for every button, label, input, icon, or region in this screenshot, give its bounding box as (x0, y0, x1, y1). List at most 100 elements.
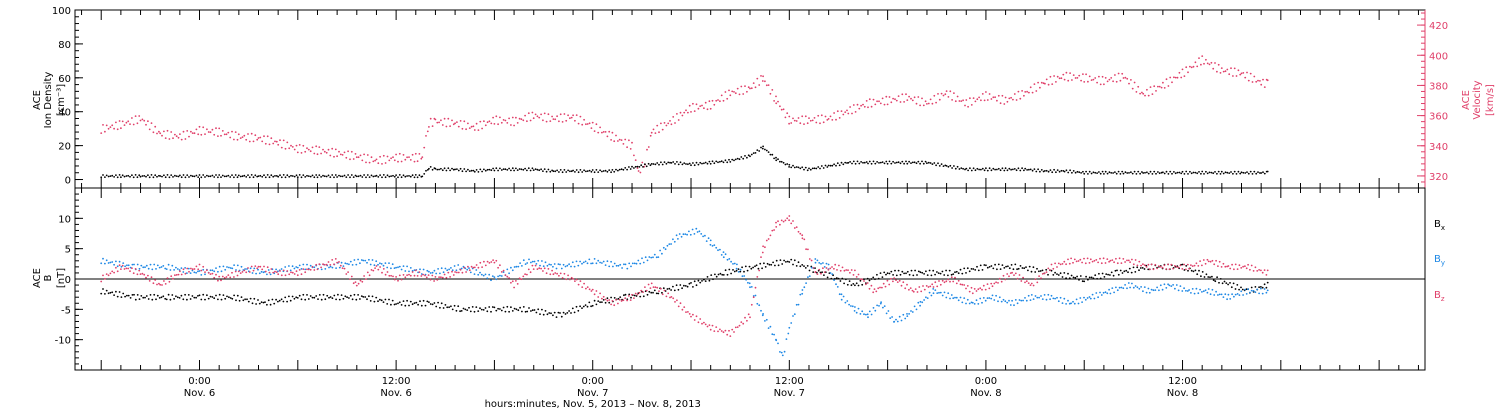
field-point-bz (788, 219, 790, 222)
velocity-point (980, 99, 982, 102)
field-point-bz (461, 271, 464, 274)
density-point (1110, 172, 1113, 174)
field-point-bx (437, 301, 439, 304)
density-point (679, 161, 682, 164)
density-point (780, 160, 783, 163)
velocity-point (561, 121, 564, 123)
field-point-by (275, 268, 277, 271)
field-point-bx (934, 273, 936, 276)
density-point (913, 161, 916, 164)
density-point (1153, 170, 1156, 173)
field-point-bx (171, 294, 174, 296)
field-point-by (1191, 288, 1194, 290)
density-point (447, 167, 450, 170)
density-point (617, 169, 619, 172)
field-point-bx (360, 295, 363, 297)
velocity-point (163, 130, 165, 133)
field-point-bz (334, 258, 337, 260)
field-point-by (606, 260, 609, 263)
field-point-bz (628, 295, 630, 297)
field-point-bx (1127, 271, 1129, 274)
field-point-bx (1114, 269, 1117, 272)
field-point-bx (692, 286, 694, 288)
density-point (595, 169, 598, 171)
density-point (677, 163, 680, 166)
velocity-point (1078, 74, 1081, 77)
field-point-bx (122, 292, 125, 295)
density-point (867, 162, 869, 165)
velocity-point (268, 143, 271, 146)
velocity-point (620, 139, 623, 142)
velocity-point (994, 96, 996, 99)
velocity-point (363, 153, 365, 156)
density-point (416, 176, 419, 179)
density-point (665, 162, 668, 165)
field-point-by (808, 275, 811, 277)
field-point-by (686, 233, 688, 236)
field-point-bz (1106, 258, 1109, 260)
field-point-by (754, 294, 757, 297)
field-point-by (722, 256, 725, 259)
field-point-bx (921, 271, 924, 274)
field-point-bz (288, 273, 291, 276)
field-point-by (965, 302, 967, 305)
field-point-bx (1076, 275, 1078, 278)
density-point (688, 162, 691, 165)
field-point-by (533, 260, 536, 263)
field-point-bz (270, 268, 273, 270)
velocity-point (1101, 75, 1104, 78)
field-point-bx (366, 298, 368, 301)
velocity-point (908, 95, 910, 98)
field-point-by (662, 246, 665, 249)
field-point-bx (976, 265, 978, 268)
density-point (670, 162, 673, 164)
field-point-bx (919, 271, 922, 274)
field-point-bz (1136, 264, 1139, 267)
velocity-point (1072, 74, 1075, 76)
field-point-bx (499, 308, 501, 310)
density-point (1083, 172, 1086, 175)
density-point (411, 174, 414, 177)
density-point (836, 162, 839, 165)
field-point-bz (761, 251, 764, 254)
field-point-by (104, 262, 106, 265)
density-point (115, 174, 117, 177)
field-point-bz (1238, 264, 1241, 267)
field-point-bx (1240, 286, 1242, 289)
field-point-bz (217, 279, 219, 282)
density-point (536, 168, 539, 171)
field-point-bz (1158, 265, 1160, 267)
field-point-by (1154, 289, 1157, 291)
field-point-bx (876, 273, 878, 276)
density-point (744, 155, 746, 157)
field-point-by (705, 240, 708, 243)
density-point (856, 160, 859, 163)
field-point-bz (252, 269, 255, 272)
density-point (1206, 172, 1209, 175)
field-point-bz (719, 328, 721, 331)
density-point (1226, 171, 1229, 174)
density-point (988, 167, 991, 170)
density-point (556, 169, 558, 172)
field-point-bz (454, 271, 456, 273)
density-point (929, 162, 932, 164)
field-point-bx (894, 269, 896, 272)
field-point-by (1170, 285, 1173, 287)
velocity-point (200, 133, 203, 136)
velocity-point (1085, 73, 1087, 76)
density-point (1242, 171, 1245, 174)
field-point-bx (1103, 276, 1106, 278)
field-point-bz (513, 286, 515, 289)
velocity-point (1214, 62, 1216, 64)
field-point-bx (1141, 267, 1144, 269)
field-point-bz (1057, 262, 1060, 265)
field-point-by (571, 261, 574, 264)
field-point-bz (315, 263, 318, 266)
density-point (395, 174, 397, 177)
field-point-by (1172, 284, 1174, 286)
field-point-bx (411, 303, 414, 306)
field-point-bz (601, 297, 603, 300)
density-point (1090, 172, 1093, 175)
field-point-bz (927, 286, 930, 288)
field-point-bx (116, 295, 119, 298)
